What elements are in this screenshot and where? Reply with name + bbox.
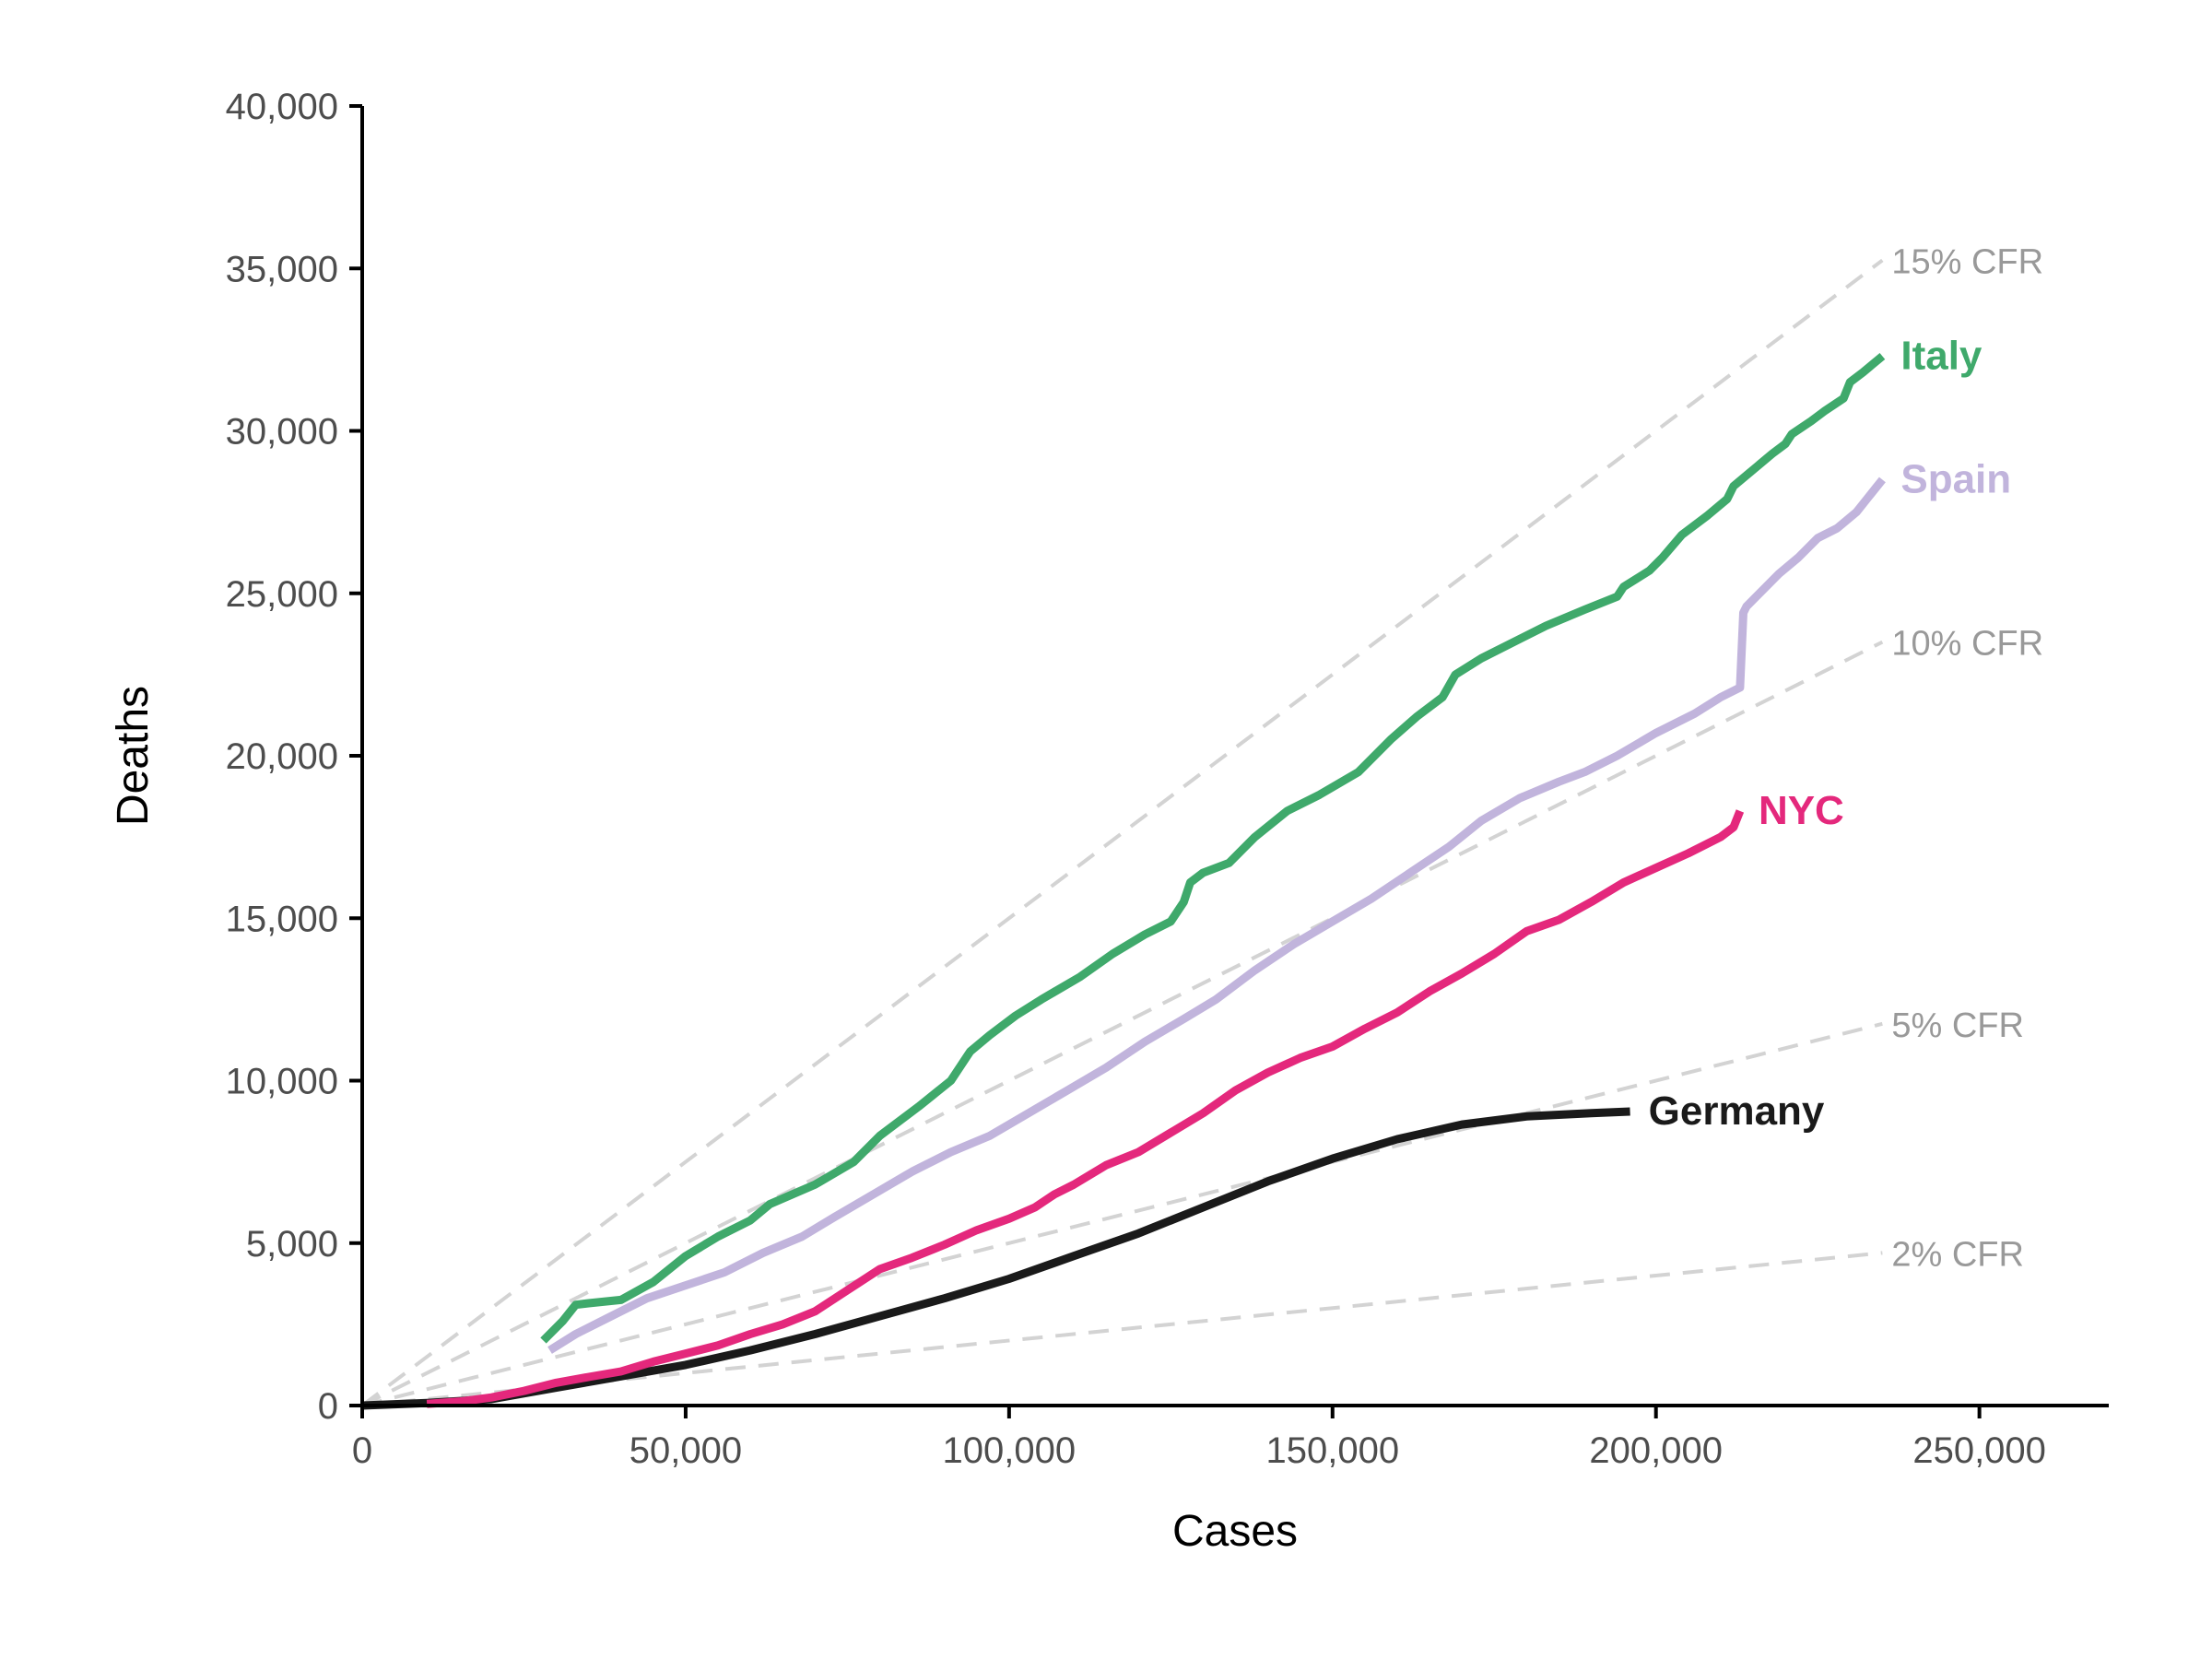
reference-label-2-cfr: 2% CFR	[1891, 1235, 2024, 1274]
direct-labels: 15% CFR 10% CFR 5% CFR 2% CFR Germany NYC Spai…	[1649, 242, 2043, 1274]
y-tick-label: 5,000	[246, 1224, 338, 1265]
reference-line-15-cfr	[360, 258, 1884, 1407]
reference-label-5-cfr: 5% CFR	[1891, 1006, 2024, 1045]
x-axis-title: Cases	[1172, 1507, 1298, 1556]
series-line-nyc	[426, 809, 1745, 1408]
series-label-spain: Spain	[1900, 456, 2011, 501]
y-tick-label: 25,000	[226, 574, 338, 615]
y-tick-label: 40,000	[226, 87, 338, 127]
y-tick-label: 35,000	[226, 249, 338, 289]
x-tick-label: 150,000	[1265, 1430, 1399, 1471]
y-tick-label: 20,000	[226, 736, 338, 777]
y-tick-label: 15,000	[226, 899, 338, 939]
series-label-italy: Italy	[1900, 333, 1983, 378]
series-label-germany: Germany	[1649, 1088, 1825, 1134]
series-line-germany	[361, 1107, 1630, 1410]
y-ticks: 0 5,000 10,000 15,000 20,000 25,000 30,000 35,0…	[226, 87, 362, 1427]
x-tick-label: 0	[352, 1430, 372, 1471]
series-line-italy	[540, 352, 1886, 1344]
series-label-nyc: NYC	[1759, 788, 1844, 833]
reference-line-2-cfr	[361, 1251, 1883, 1407]
y-tick-label: 30,000	[226, 412, 338, 453]
series-line-spain	[547, 477, 1886, 1354]
axes	[360, 106, 2109, 1407]
x-tick-label: 200,000	[1589, 1430, 1723, 1471]
reference-label-10-cfr: 10% CFR	[1891, 625, 2043, 664]
reference-line-5-cfr	[361, 1021, 1883, 1407]
y-axis-title: Deaths	[109, 686, 158, 826]
reference-lines	[360, 258, 1884, 1407]
series-lines	[361, 352, 1886, 1410]
reference-label-15-cfr: 15% CFR	[1891, 242, 2043, 281]
y-tick-label: 0	[318, 1386, 338, 1427]
reference-line-10-cfr	[361, 640, 1884, 1407]
y-tick-label: 10,000	[226, 1062, 338, 1102]
x-tick-label: 100,000	[943, 1430, 1077, 1471]
x-tick-label: 50,000	[629, 1430, 742, 1471]
x-tick-label: 250,000	[1912, 1430, 2046, 1471]
x-ticks: 0 50,000 100,000 150,000 200,000 250,000	[352, 1406, 2046, 1471]
